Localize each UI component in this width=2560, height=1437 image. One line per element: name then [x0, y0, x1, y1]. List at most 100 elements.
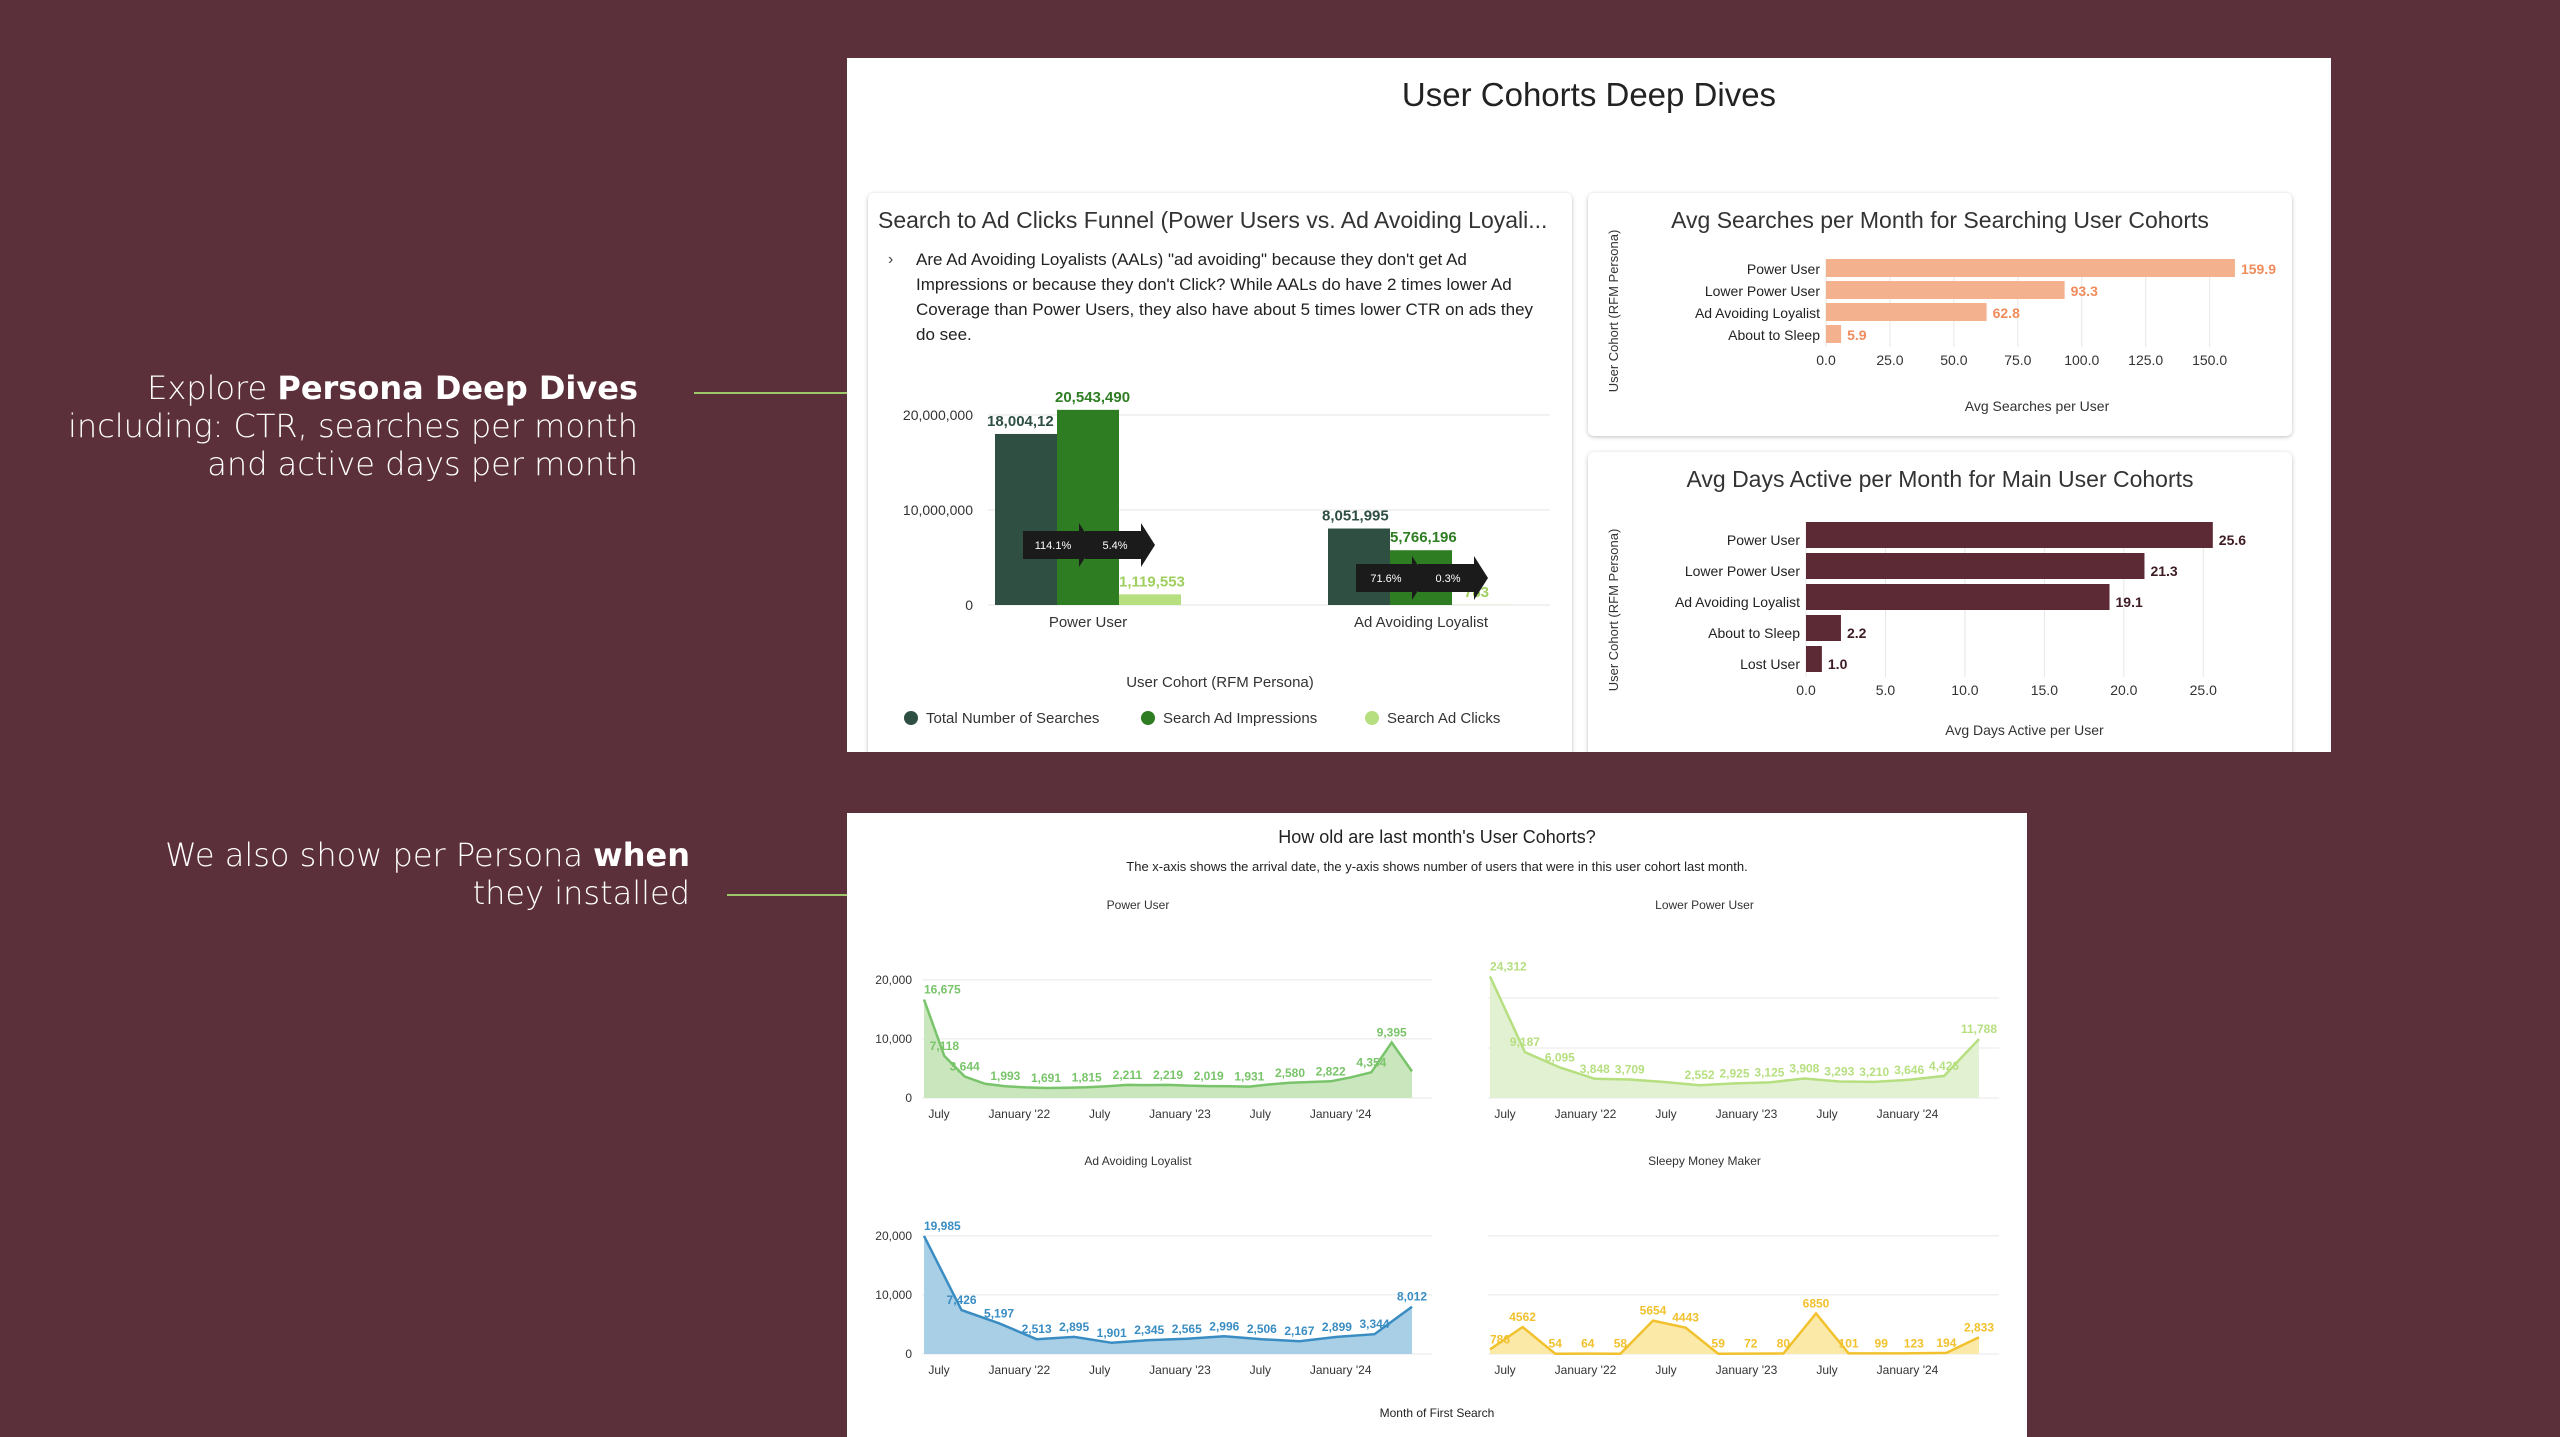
- data-label: 2,167: [1284, 1324, 1314, 1338]
- data-label: 1.0: [1828, 656, 1848, 672]
- data-label: 1,931: [1234, 1070, 1264, 1084]
- data-label: 24,312: [1490, 959, 1527, 973]
- x-tick-label: 15.0: [2031, 682, 2058, 698]
- legend-swatch: [1141, 711, 1155, 725]
- data-label: 5,197: [984, 1306, 1014, 1320]
- arrow-percent-label: 71.6%: [1370, 573, 1401, 585]
- y-tick-label: 0: [905, 1091, 912, 1105]
- x-tick-label: Ad Avoiding Loyalist: [1354, 614, 1489, 631]
- y-axis-title: User Cohort (RFM Persona): [1606, 529, 1621, 692]
- x-tick-label: July: [1089, 1107, 1110, 1121]
- funnel-arrow: [1085, 523, 1155, 567]
- y-tick-label: 10,000,000: [903, 502, 973, 518]
- data-label: 59: [1712, 1337, 1726, 1351]
- data-label: 58: [1614, 1337, 1628, 1351]
- install-xlabel: Month of First Search: [1379, 1406, 1495, 1420]
- x-tick-label: 150.0: [2192, 352, 2227, 368]
- data-label: 16,675: [924, 982, 961, 996]
- x-tick-label: July: [928, 1107, 949, 1121]
- dashboard-panel: User Cohorts Deep Dives Search to Ad Cli…: [847, 58, 2331, 752]
- install-subtitle: The x-axis shows the arrival date, the y…: [1126, 859, 1748, 874]
- y-axis-title: User Cohort (RFM Persona): [1606, 230, 1621, 393]
- y-tick-label: 20,000: [875, 973, 912, 987]
- data-label: 786: [1490, 1332, 1510, 1346]
- x-tick-label: 50.0: [1940, 352, 1967, 368]
- data-label: 9,395: [1377, 1025, 1407, 1039]
- data-label: 2,822: [1316, 1064, 1346, 1078]
- data-label: 2,506: [1247, 1322, 1277, 1336]
- x-tick-label: January '24: [1877, 1107, 1939, 1121]
- data-label: 101: [1839, 1336, 1859, 1350]
- callout-bold-text: when: [593, 836, 690, 874]
- x-tick-label: January '22: [989, 1107, 1051, 1121]
- callout-install-date: We also show per Persona when they insta…: [165, 836, 690, 912]
- chevron-right-icon[interactable]: ›: [888, 251, 894, 268]
- funnel-insight: Are Ad Avoiding Loyalists (AALs) "ad avo…: [916, 250, 1534, 344]
- x-tick-label: 100.0: [2064, 352, 2099, 368]
- data-label: 8,051,995: [1322, 508, 1389, 525]
- x-tick-label: 20.0: [2110, 682, 2137, 698]
- data-label: 194: [1936, 1336, 1956, 1350]
- x-tick-label: July: [1250, 1107, 1271, 1121]
- series-line: [922, 1235, 1413, 1345]
- x-axis-title: Avg Days Active per User: [1945, 722, 2104, 738]
- funnel-arrow: [1356, 556, 1426, 600]
- legend-label: Total Number of Searches: [926, 710, 1099, 727]
- data-label: 3,344: [1359, 1317, 1389, 1331]
- days-card: Avg Days Active per Month for Main User …: [1588, 452, 2292, 752]
- x-tick-label: January '23: [1149, 1363, 1211, 1377]
- funnel-chart: 20,000,000 10,000,000 0 18,004,1220,543,490…: [903, 389, 1550, 727]
- data-label: 159.9: [2241, 261, 2276, 277]
- x-tick-label: January '22: [989, 1363, 1051, 1377]
- data-label: 3,644: [950, 1059, 980, 1073]
- x-tick-label: January '23: [1716, 1363, 1778, 1377]
- data-label: 8,012: [1397, 1290, 1427, 1304]
- data-label: 72: [1744, 1337, 1758, 1351]
- legend-label: Search Ad Impressions: [1163, 710, 1317, 727]
- series-area: [1490, 1313, 1979, 1354]
- x-tick-label: July: [928, 1363, 949, 1377]
- data-label: 2,899: [1322, 1320, 1352, 1334]
- data-label: 2,925: [1719, 1066, 1749, 1080]
- x-tick-label: 0.0: [1796, 682, 1816, 698]
- data-label: 2,552: [1685, 1068, 1715, 1082]
- x-tick-label: January '22: [1555, 1363, 1617, 1377]
- x-tick-label: January '24: [1877, 1363, 1939, 1377]
- series-line: [1488, 975, 1980, 1087]
- data-label: 3,125: [1754, 1065, 1784, 1079]
- data-label: 20,543,490: [1055, 389, 1130, 406]
- data-label: 6,095: [1545, 1051, 1575, 1065]
- data-label: 1,119,553: [1119, 573, 1185, 590]
- data-label: 2,219: [1153, 1068, 1183, 1082]
- y-tick-label: Lower Power User: [1685, 563, 1800, 579]
- data-label: 4,426: [1929, 1059, 1959, 1073]
- x-tick-label: January '22: [1555, 1107, 1617, 1121]
- bar: [1806, 553, 2145, 579]
- y-tick-label: Lower Power User: [1705, 283, 1820, 299]
- dashboard-title: User Cohorts Deep Dives: [1401, 76, 1777, 113]
- x-tick-label: July: [1816, 1107, 1837, 1121]
- y-tick-label: 0: [965, 597, 973, 613]
- x-tick-label: July: [1816, 1363, 1837, 1377]
- data-label: 7,426: [947, 1293, 977, 1307]
- data-label: 9,187: [1510, 1035, 1540, 1049]
- funnel-arrow: [1418, 556, 1488, 600]
- y-tick-label: 0: [905, 1347, 912, 1361]
- data-label: 2,513: [1022, 1322, 1052, 1336]
- data-label: 2,345: [1134, 1323, 1164, 1337]
- x-tick-label: July: [1494, 1363, 1515, 1377]
- data-label: 54: [1549, 1337, 1563, 1351]
- data-label: 3,908: [1789, 1061, 1819, 1075]
- data-label: 5,766,196: [1390, 529, 1457, 546]
- data-label: 2,019: [1194, 1069, 1224, 1083]
- data-label: 19.1: [2116, 594, 2143, 610]
- callout-persona-deep-dives: Explore Persona Deep Dives including: CT…: [67, 369, 638, 483]
- chart-title: Lower Power User: [1655, 898, 1754, 912]
- data-label: 4443: [1672, 1311, 1699, 1325]
- bar: [1806, 522, 2213, 548]
- x-tick-label: January '24: [1310, 1107, 1372, 1121]
- x-tick-label: 75.0: [2004, 352, 2031, 368]
- data-label: 3,293: [1824, 1065, 1854, 1079]
- legend-label: Search Ad Clicks: [1387, 710, 1500, 727]
- legend-swatch: [904, 711, 918, 725]
